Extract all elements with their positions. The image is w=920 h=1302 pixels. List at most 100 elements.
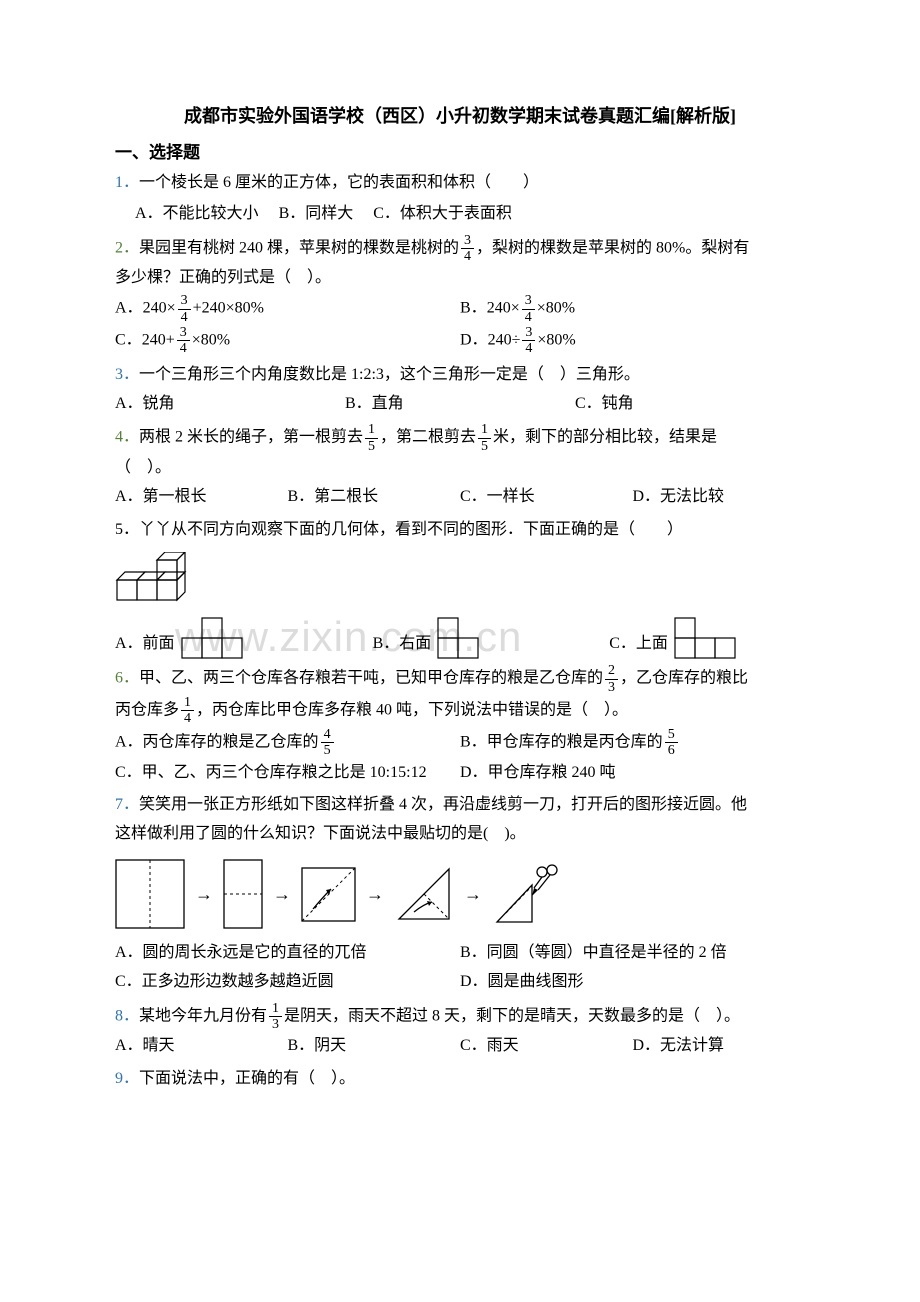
q9-number: 9． [115,1070,139,1087]
section-heading: 一、选择题 [115,138,805,169]
fold-step2-icon [223,859,263,929]
page-title: 成都市实验外国语学校（西区）小升初数学期末试卷真题汇编[解析版] [115,100,805,132]
q8-opt-a: A．晴天 [115,1032,288,1061]
q8-opt-b: B．阴天 [288,1032,461,1061]
document-page: 成都市实验外国语学校（西区）小升初数学期末试卷真题汇编[解析版] 一、选择题 1… [0,0,920,1158]
question-1: 1．一个棱长是 6 厘米的正方体，它的表面积和体积（ ） A．不能比较大小 B．… [115,169,805,229]
q4-text-d: （ ）。 [115,454,805,483]
q4-opt-d: D．无法比较 [633,483,806,512]
q2-opts-row2: C．240+34×80% D．240÷34×80% [115,325,805,357]
q5-opt-a: A．前面 [115,617,243,659]
watermark-row: www.zixin.com.cn A．前面 B．右面 [115,617,805,659]
fold-step3-icon [301,867,356,922]
q2-opts-row1: A．240×34+240×80% B．240×34×80% [115,293,805,325]
q6-line2: 丙仓库多14，丙仓库比甲仓库多存粮 40 吨，下列说法中错误的是（ ）。 [115,695,805,727]
q3-opt-c: C．钝角 [575,390,805,419]
q7-text-b: 这样做利用了圆的什么知识？下面说法中最贴切的是( )。 [115,820,805,849]
q8-text-b: 是阴天，雨天不超过 8 天，剩下的是晴天，天数最多的是（ ）。 [284,1007,740,1024]
q4-number: 4． [115,429,139,446]
arrow-icon: → [366,878,384,910]
q2-text-c: 多少棵？正确的列式是（ ）。 [115,264,805,293]
arrow-icon: → [195,878,213,910]
question-2: 2．果园里有桃树 240 棵，苹果树的棵数是桃树的34，梨树的棵数是苹果树的 8… [115,233,805,357]
q8-opt-d: D．无法计算 [633,1032,806,1061]
q5-opt-c: C．上面 [609,617,736,659]
fold-step4-icon [394,864,454,924]
q1-options: A．不能比较大小 B．同样大 C．体积大于表面积 [115,200,805,229]
q2-text-b: ，梨树的棵数是苹果树的 80%。梨树有 [476,239,749,256]
q6-opt-d: D．甲仓库存粮 240 吨 [460,759,805,788]
q6-opts-row2: C．甲、乙、丙三个仓库存粮之比是 10:15:12 D．甲仓库存粮 240 吨 [115,759,805,788]
q6-opts-row1: A．丙仓库存的粮是乙仓库的45 B．甲仓库存的粮是丙仓库的56 [115,727,805,759]
q7-opts-row1: A．圆的周长永远是它的直径的兀倍 B．同圆（等圆）中直径是半径的 2 倍 [115,939,805,968]
question-6: 6．甲、乙、两三个仓库各存粮若干吨，已知甲仓库存的粮是乙仓库的23，乙仓库存的粮… [115,663,805,787]
q5-solid-figure [115,552,805,613]
q2-opt-b: B．240×34×80% [460,293,805,325]
q6-frac2: 14 [181,695,194,727]
q6-text-a: 甲、乙、两三个仓库各存粮若干吨，已知甲仓库存的粮是乙仓库的 [139,670,603,687]
arrow-icon: → [464,878,482,910]
q1-opt-c: C．体积大于表面积 [373,200,512,229]
q7-fold-sequence: → → → → [115,859,805,929]
q3-options: A．锐角 B．直角 C．钝角 [115,390,805,419]
q1-opt-b: B．同样大 [279,200,354,229]
q6-number: 6． [115,670,139,687]
q6-frac1: 23 [605,663,618,695]
q8-text-a: 某地今年九月份有 [139,1007,267,1024]
q4-text-a: 两根 2 米长的绳子，第一根剪去 [139,429,363,446]
q3-opt-a: A．锐角 [115,390,345,419]
cube-stack-icon [115,552,195,602]
q2-opt-c: C．240+34×80% [115,325,460,357]
q6-opt-a: A．丙仓库存的粮是乙仓库的45 [115,727,460,759]
q8-number: 8． [115,1007,139,1024]
q8-options: A．晴天 B．阴天 C．雨天 D．无法计算 [115,1032,805,1061]
q6-opt-c: C．甲、乙、丙三个仓库存粮之比是 10:15:12 [115,759,460,788]
q1-opt-a: A．不能比较大小 [135,200,259,229]
fold-step5-icon [492,860,562,928]
q7-number: 7． [115,796,139,813]
question-3: 3．一个三角形三个内角度数比是 1:2:3，这个三角形一定是（ ）三角形。 A．… [115,361,805,419]
q4-text-b: ，第二根剪去 [380,429,476,446]
q4-opt-c: C．一样长 [460,483,633,512]
q3-opt-b: B．直角 [345,390,575,419]
q2-opt-d: D．240÷34×80% [460,325,805,357]
top-view-icon [674,617,736,659]
q2-opt-a: A．240×34+240×80% [115,293,460,325]
q3-number: 3． [115,366,139,383]
q7-opt-d: D．圆是曲线图形 [460,968,805,997]
q1-text: 一个棱长是 6 厘米的正方体，它的表面积和体积（ ） [139,174,539,191]
q7-opts-row2: C．正多边形边数越多越趋近圆 D．圆是曲线图形 [115,968,805,997]
arrow-icon: → [273,878,291,910]
q7-text-a: 笑笑用一张正方形纸如下图这样折叠 4 次，再沿虚线剪一刀，打开后的图形接近圆。他 [139,796,747,813]
question-7: 7．笑笑用一张正方形纸如下图这样折叠 4 次，再沿虚线剪一刀，打开后的图形接近圆… [115,791,805,996]
q7-opt-b: B．同圆（等圆）中直径是半径的 2 倍 [460,939,805,968]
q8-opt-c: C．雨天 [460,1032,633,1061]
question-9: 9．下面说法中，正确的有（ ）。 [115,1065,805,1094]
q1-number: 1． [115,174,139,191]
question-5: 5．丫丫从不同方向观察下面的几何体，看到不同的图形．下面正确的是（ ） [115,516,805,660]
front-view-icon [181,617,243,659]
q4-opt-b: B．第二根长 [288,483,461,512]
q2-frac: 34 [461,233,474,265]
q2-number: 2． [115,239,139,256]
q3-text: 一个三角形三个内角度数比是 1:2:3，这个三角形一定是（ ）三角形。 [139,366,640,383]
q8-frac: 13 [269,1001,282,1033]
q5-number: 5． [115,521,139,538]
q5-options: A．前面 B．右面 [115,617,805,659]
question-8: 8．某地今年九月份有13是阴天，雨天不超过 8 天，剩下的是晴天，天数最多的是（… [115,1001,805,1062]
q4-frac1: 15 [365,422,378,454]
q4-text-c: 米，剩下的部分相比较，结果是 [493,429,717,446]
q6-text-b: ，乙仓库存的粮比 [620,670,748,687]
q7-opt-c: C．正多边形边数越多越趋近圆 [115,968,460,997]
q6-opt-b: B．甲仓库存的粮是丙仓库的56 [460,727,805,759]
q7-opt-a: A．圆的周长永远是它的直径的兀倍 [115,939,460,968]
q4-opt-a: A．第一根长 [115,483,288,512]
fold-step1-icon [115,859,185,929]
right-view-icon [437,617,479,659]
q4-frac2: 15 [478,422,491,454]
q9-text: 下面说法中，正确的有（ ）。 [139,1070,355,1087]
q5-text: 丫丫从不同方向观察下面的几何体，看到不同的图形．下面正确的是（ ） [139,521,683,538]
q2-text-a: 果园里有桃树 240 棵，苹果树的棵数是桃树的 [139,239,459,256]
q4-options: A．第一根长 B．第二根长 C．一样长 D．无法比较 [115,483,805,512]
q5-opt-b: B．右面 [373,617,480,659]
